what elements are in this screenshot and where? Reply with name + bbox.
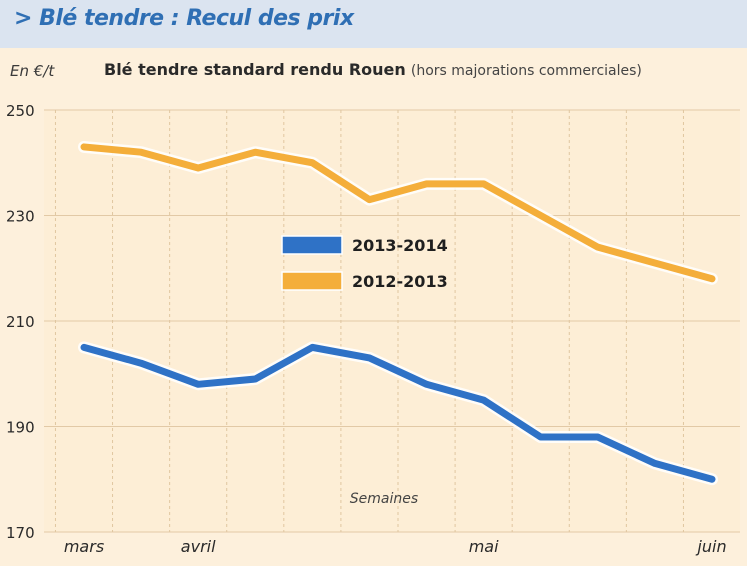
x-tick-label: avril <box>181 537 216 556</box>
legend-swatch <box>281 271 343 291</box>
chart-title-line: Blé tendre standard rendu Rouen (hors ma… <box>104 60 642 79</box>
x-tick-label: juin <box>695 537 726 556</box>
x-tick-label: mars <box>64 537 104 556</box>
x-axis-title: Semaines <box>350 491 418 507</box>
page-title: > Blé tendre : Recul des prix <box>14 6 354 31</box>
legend-label: 2013-2014 <box>352 236 448 255</box>
legend-label: 2012-2013 <box>352 272 448 291</box>
y-tick-label: 210 <box>6 313 35 331</box>
legend-swatch <box>281 235 343 255</box>
y-tick-label: 170 <box>6 524 35 542</box>
x-tick-label: mai <box>469 537 499 556</box>
series-line-2013-2014 <box>80 343 716 483</box>
y-axis-unit-label: En €/t <box>10 62 55 80</box>
y-tick-label: 250 <box>6 102 35 120</box>
y-tick-label: 190 <box>6 419 35 437</box>
chart-title: Blé tendre standard rendu Rouen <box>104 60 406 79</box>
header-banner: > Blé tendre : Recul des prix <box>0 0 747 48</box>
y-tick-label: 230 <box>6 208 35 226</box>
chart-subtitle: (hors majorations commerciales) <box>410 63 642 79</box>
series-line-2012-2013 <box>80 143 716 283</box>
